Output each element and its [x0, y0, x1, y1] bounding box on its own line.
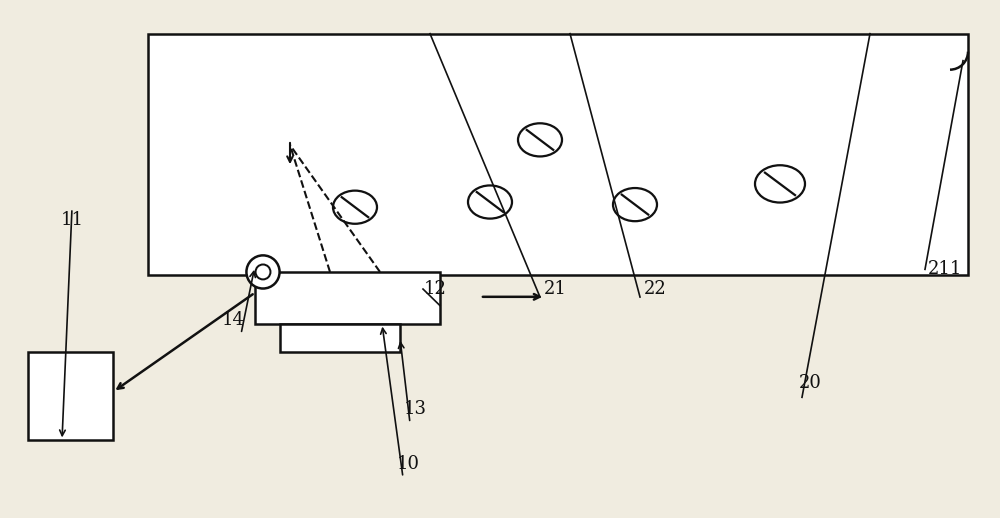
Ellipse shape [518, 123, 562, 156]
Text: 13: 13 [404, 400, 426, 418]
Ellipse shape [755, 165, 805, 203]
Bar [28, 352, 113, 440]
Text: 14: 14 [222, 311, 244, 329]
Bar [148, 34, 968, 275]
Text: 22: 22 [644, 280, 666, 298]
Ellipse shape [256, 265, 270, 279]
Ellipse shape [246, 255, 280, 289]
Text: 211: 211 [928, 261, 962, 278]
Ellipse shape [613, 188, 657, 221]
Text: 10: 10 [396, 455, 420, 472]
Ellipse shape [333, 191, 377, 224]
Text: 11: 11 [60, 211, 84, 229]
Text: 20: 20 [799, 375, 821, 392]
Text: 12: 12 [424, 280, 446, 298]
Bar [255, 272, 440, 324]
Ellipse shape [468, 185, 512, 219]
Bar [280, 324, 400, 352]
Text: 21: 21 [544, 280, 566, 298]
